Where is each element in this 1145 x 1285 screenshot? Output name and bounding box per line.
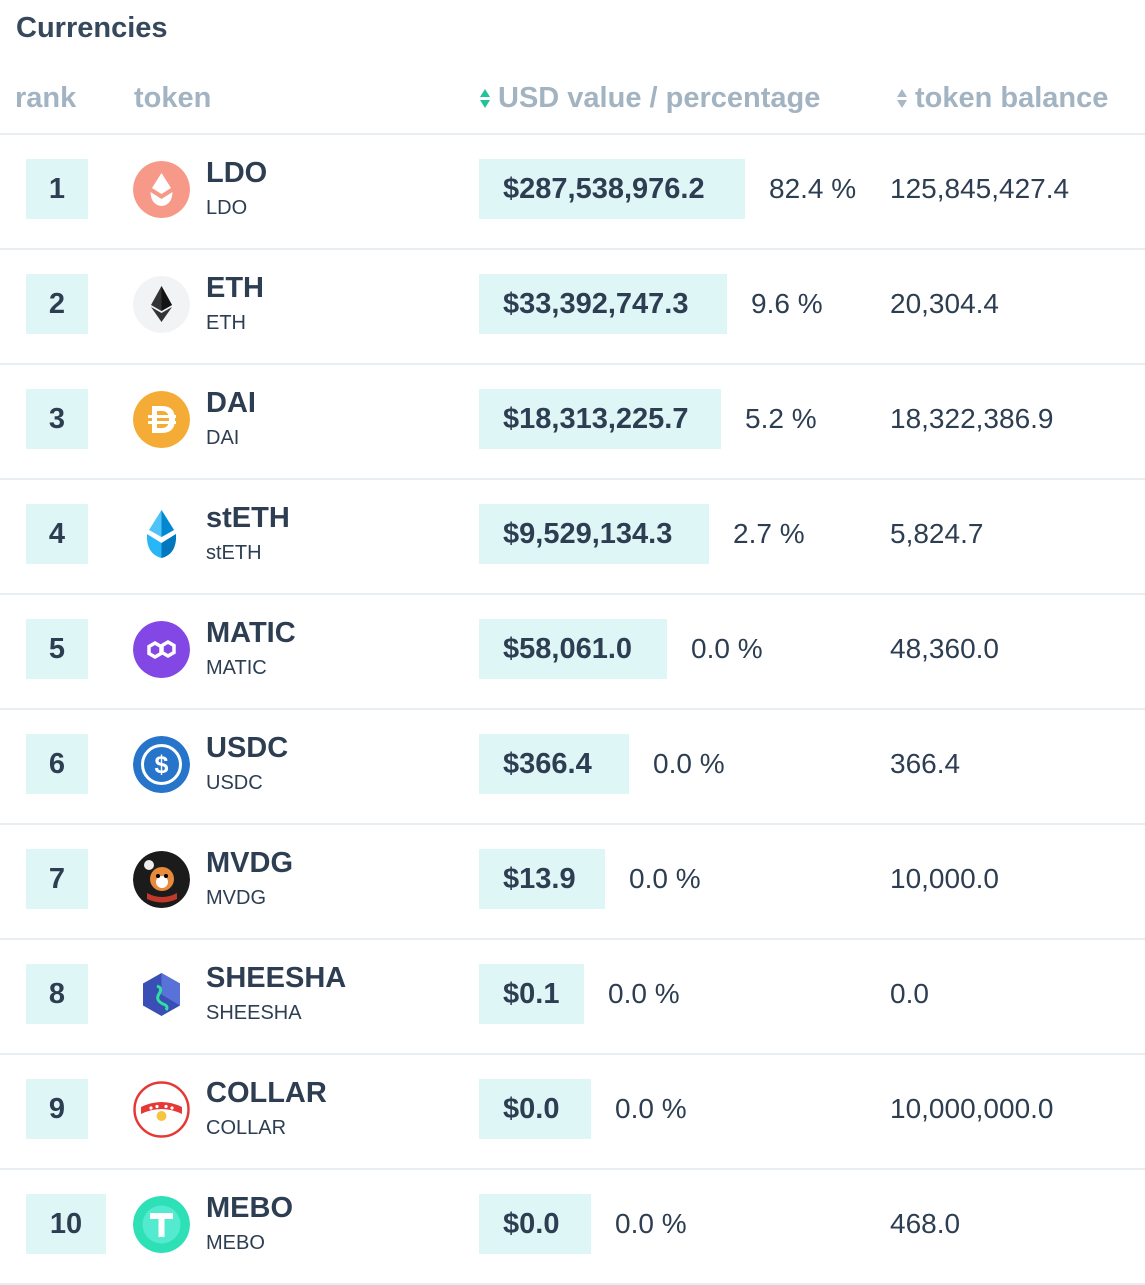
usd-header-label[interactable]: USD value / percentage [498, 81, 821, 114]
dai-icon [133, 391, 190, 448]
eth-icon [133, 276, 190, 333]
percentage-value: 2.7 % [733, 518, 805, 549]
token-balance: 10,000.0 [890, 863, 999, 894]
percentage-value: 0.0 % [653, 748, 725, 779]
table-row[interactable]: 1 LDO LDO $287,538,976.2 82.4 % 125,845,427.4 [0, 135, 1145, 250]
balance-header-label[interactable]: token balance [915, 81, 1109, 114]
rank-badge: 10 [26, 1194, 106, 1254]
usdc-icon: $ [133, 736, 190, 793]
percentage-value: 0.0 % [615, 1208, 687, 1239]
token-symbol: MATIC [206, 657, 267, 679]
token-symbol: LDO [206, 197, 248, 219]
table-row[interactable]: 10 MEBO MEBO $0.0 0.0 % 468.0 [0, 1170, 1145, 1285]
token-name[interactable]: LDO [206, 157, 268, 189]
rank-header-label: rank [15, 81, 77, 114]
usd-value: $0.0 [479, 1194, 591, 1254]
usd-value: $13.9 [479, 849, 605, 909]
percentage-value: 5.2 % [745, 403, 817, 434]
sort-icon[interactable] [895, 88, 909, 108]
percentage-value: 0.0 % [629, 863, 701, 894]
table-row[interactable]: 4 stETH stETH $9,529,134.3 2.7 % 5,824.7 [0, 480, 1145, 595]
currency-table: 1 LDO LDO $287,538,976.2 82.4 % 125,845,427.4… [0, 135, 1145, 1285]
column-header-token: token [134, 76, 211, 120]
token-name[interactable]: MEBO [206, 1192, 293, 1224]
column-header-balance[interactable]: token balance [895, 76, 1108, 120]
token-symbol: MVDG [206, 887, 266, 909]
usd-value: $0.0 [479, 1079, 591, 1139]
sort-icon[interactable] [478, 88, 492, 108]
token-name[interactable]: USDC [206, 732, 289, 764]
usd-value: $366.4 [479, 734, 629, 794]
token-balance: 48,360.0 [890, 633, 999, 664]
collar-icon [133, 1081, 190, 1138]
token-symbol: MEBO [206, 1232, 265, 1254]
usd-value: $18,313,225.7 [479, 389, 721, 449]
token-name[interactable]: MVDG [206, 847, 293, 879]
token-name[interactable]: COLLAR [206, 1077, 327, 1109]
sheesha-icon [133, 966, 190, 1023]
token-symbol: COLLAR [206, 1117, 287, 1139]
token-name[interactable]: ETH [206, 272, 264, 304]
token-name[interactable]: stETH [206, 502, 290, 534]
table-row[interactable]: 5 MATIC MATIC $58,061.0 0.0 % 48,360.0 [0, 595, 1145, 710]
percentage-value: 82.4 % [769, 173, 857, 204]
token-balance: 468.0 [890, 1208, 961, 1239]
usd-value: $33,392,747.3 [479, 274, 727, 334]
steth-icon [133, 506, 190, 563]
token-balance: 366.4 [890, 748, 961, 779]
token-symbol: USDC [206, 772, 263, 794]
token-symbol: DAI [206, 427, 240, 449]
token-header-label: token [134, 81, 212, 114]
table-row[interactable]: 8 SHEESHA SHEESHA $0.1 0.0 % 0.0 [0, 940, 1145, 1055]
rank-badge: 9 [26, 1079, 88, 1139]
rank-badge: 5 [26, 619, 88, 679]
mebo-icon [133, 1196, 190, 1253]
usd-value: $287,538,976.2 [479, 159, 745, 219]
table-row[interactable]: 7 MVDG MVDG $13.9 0.0 % 10,000.0 [0, 825, 1145, 940]
matic-icon [133, 621, 190, 678]
page-title: Currencies [16, 12, 168, 44]
percentage-value: 0.0 % [608, 978, 680, 1009]
table-row[interactable]: 9 COLLAR COLLAR $0.0 0.0 % 10,000,000.0 [0, 1055, 1145, 1170]
header-divider [0, 133, 1145, 135]
mvdg-icon [133, 851, 190, 908]
token-symbol: ETH [206, 312, 246, 334]
percentage-value: 0.0 % [615, 1093, 687, 1124]
ldo-icon [133, 161, 190, 218]
table-row[interactable]: 3 DAI DAI $18,313,225.7 5.2 % 18,322,386.9 [0, 365, 1145, 480]
svg-text:$: $ [155, 751, 169, 779]
token-name[interactable]: DAI [206, 387, 256, 419]
token-balance: 20,304.4 [890, 288, 999, 319]
token-name[interactable]: SHEESHA [206, 962, 347, 994]
token-name[interactable]: MATIC [206, 617, 296, 649]
usd-value: $58,061.0 [479, 619, 667, 679]
rank-badge: 2 [26, 274, 88, 334]
token-symbol: stETH [206, 542, 262, 564]
token-balance: 125,845,427.4 [890, 173, 1070, 204]
usd-value: $9,529,134.3 [479, 504, 709, 564]
usd-value: $0.1 [479, 964, 584, 1024]
token-balance: 10,000,000.0 [890, 1093, 1054, 1124]
percentage-value: 0.0 % [691, 633, 763, 664]
percentage-value: 9.6 % [751, 288, 823, 319]
token-balance: 0.0 [890, 978, 929, 1009]
column-header-usd[interactable]: USD value / percentage [478, 76, 820, 120]
rank-badge: 8 [26, 964, 88, 1024]
column-header-rank: rank [15, 76, 76, 120]
table-row[interactable]: 2 ETH ETH $33,392,747.3 9.6 % 20,304.4 [0, 250, 1145, 365]
table-row[interactable]: 6 $ USDC USDC $366.4 0.0 % 366.4 [0, 710, 1145, 825]
rank-badge: 1 [26, 159, 88, 219]
rank-badge: 6 [26, 734, 88, 794]
rank-badge: 3 [26, 389, 88, 449]
rank-badge: 7 [26, 849, 88, 909]
token-balance: 5,824.7 [890, 518, 984, 549]
rank-badge: 4 [26, 504, 88, 564]
token-symbol: SHEESHA [206, 1002, 302, 1024]
token-balance: 18,322,386.9 [890, 403, 1054, 434]
